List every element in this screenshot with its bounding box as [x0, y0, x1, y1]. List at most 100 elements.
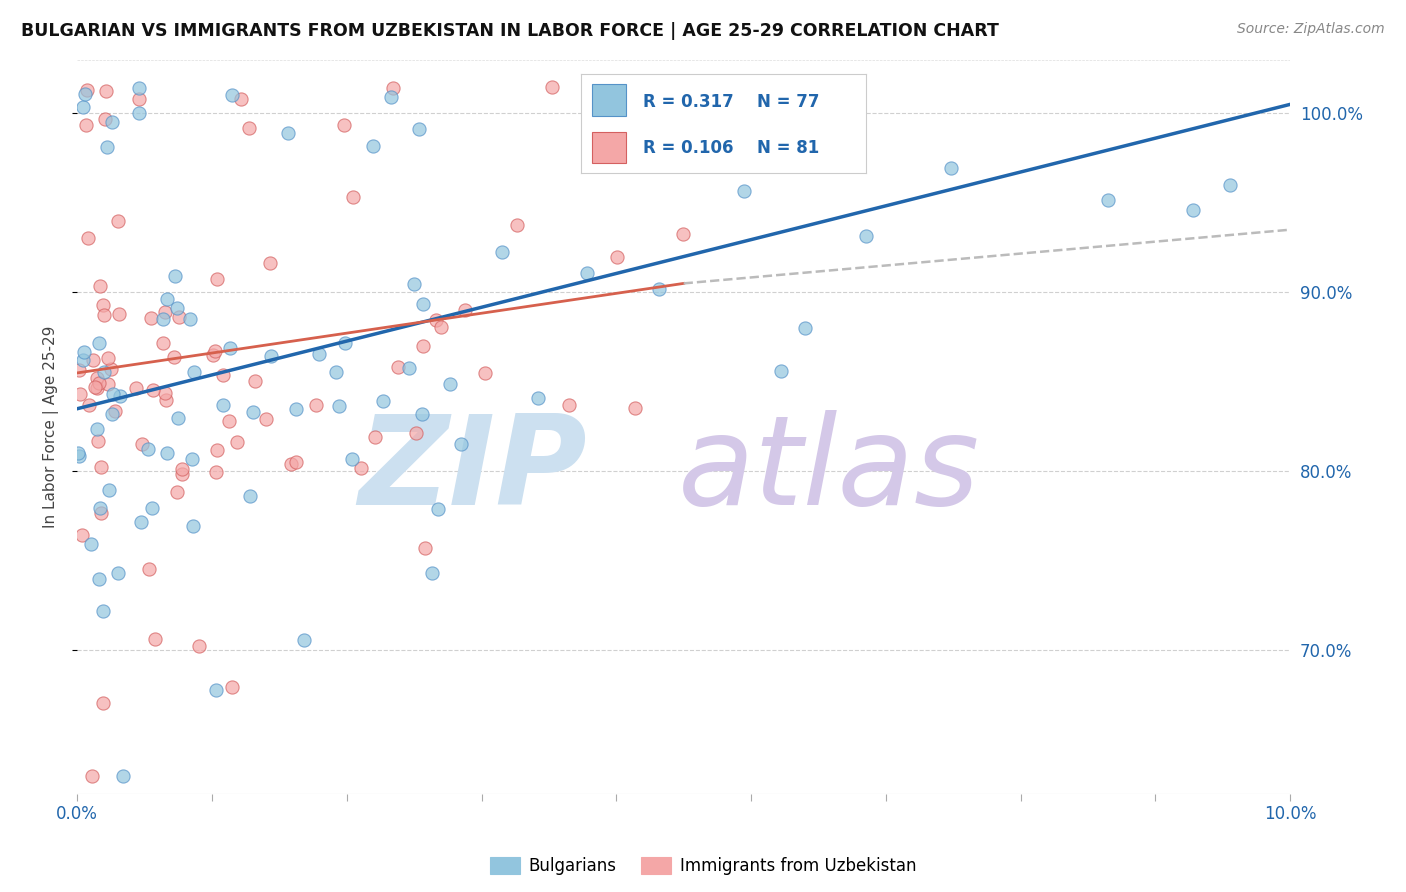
Point: [211, 368, 233, 382]
Point: [292, 633, 315, 648]
Point: [80, 769, 103, 783]
Point: [70, 528, 93, 542]
Point: [491, 245, 513, 260]
Point: [73, 345, 96, 359]
Point: [340, 452, 363, 467]
Point: [408, 121, 430, 136]
Point: [172, 467, 194, 482]
Point: [380, 89, 402, 103]
Point: [72, 100, 94, 114]
Point: [218, 414, 240, 428]
Point: [308, 346, 330, 360]
Point: [67, 449, 90, 463]
Point: [350, 460, 373, 475]
Point: [97, 377, 120, 392]
Text: BULGARIAN VS IMMIGRANTS FROM UZBEKISTAN IN LABOR FORCE | AGE 25-29 CORRELATION C: BULGARIAN VS IMMIGRANTS FROM UZBEKISTAN …: [21, 22, 1000, 40]
Point: [541, 79, 564, 94]
Point: [371, 393, 394, 408]
Point: [101, 114, 124, 128]
Point: [342, 190, 364, 204]
Point: [89, 500, 111, 515]
Text: Source: ZipAtlas.com: Source: ZipAtlas.com: [1237, 22, 1385, 37]
Point: [205, 683, 228, 698]
Point: [204, 343, 226, 358]
Legend: Bulgarians, Immigrants from Uzbekistan: Bulgarians, Immigrants from Uzbekistan: [489, 856, 917, 875]
Point: [77, 398, 100, 412]
Point: [254, 412, 277, 426]
Point: [412, 297, 434, 311]
Point: [412, 339, 434, 353]
Point: [361, 139, 384, 153]
Point: [231, 92, 253, 106]
Point: [305, 398, 328, 412]
Point: [87, 336, 110, 351]
Point: [606, 251, 628, 265]
Point: [67, 363, 90, 377]
Point: [429, 319, 451, 334]
Point: [90, 506, 112, 520]
Point: [260, 349, 283, 363]
Point: [73, 87, 96, 101]
Point: [72, 353, 94, 368]
Point: [86, 371, 108, 385]
Point: [110, 389, 132, 403]
Point: [128, 106, 150, 120]
Point: [80, 537, 103, 551]
Point: [183, 366, 205, 380]
Point: [108, 307, 131, 321]
Point: [69, 387, 91, 401]
Point: [557, 398, 579, 412]
Point: [238, 120, 260, 135]
Point: [153, 386, 176, 401]
Point: [420, 566, 443, 581]
Point: [648, 282, 671, 296]
Point: [128, 81, 150, 95]
Point: [94, 84, 117, 98]
Point: [82, 353, 104, 368]
Point: [141, 310, 163, 325]
Point: [474, 366, 496, 380]
Point: [76, 83, 98, 97]
Point: [131, 436, 153, 450]
Point: [167, 410, 190, 425]
Point: [439, 377, 461, 392]
Point: [101, 386, 124, 401]
Point: [153, 304, 176, 318]
Point: [242, 405, 264, 419]
Point: [219, 341, 242, 355]
Point: [413, 541, 436, 556]
Point: [77, 231, 100, 245]
Point: [107, 566, 129, 580]
Point: [87, 572, 110, 586]
Point: [335, 335, 357, 350]
Point: [167, 310, 190, 324]
Point: [152, 311, 174, 326]
Point: [226, 434, 249, 449]
Point: [855, 228, 877, 243]
Point: [425, 313, 447, 327]
Point: [90, 460, 112, 475]
Point: [644, 132, 666, 146]
Point: [138, 562, 160, 576]
Point: [454, 302, 477, 317]
Point: [1218, 178, 1240, 193]
Point: [939, 161, 962, 175]
Point: [75, 119, 97, 133]
Point: [93, 308, 115, 322]
Point: [84, 380, 107, 394]
Point: [211, 398, 233, 412]
Y-axis label: In Labor Force | Age 25-29: In Labor Force | Age 25-29: [44, 326, 59, 528]
Point: [221, 680, 243, 694]
Point: [575, 267, 598, 281]
Point: [181, 518, 204, 533]
Point: [166, 484, 188, 499]
Point: [86, 434, 108, 448]
Point: [91, 696, 114, 710]
Point: [245, 374, 267, 388]
Point: [277, 127, 299, 141]
Point: [89, 279, 111, 293]
Point: [259, 255, 281, 269]
Point: [207, 272, 229, 286]
Point: [152, 336, 174, 351]
Point: [104, 404, 127, 418]
